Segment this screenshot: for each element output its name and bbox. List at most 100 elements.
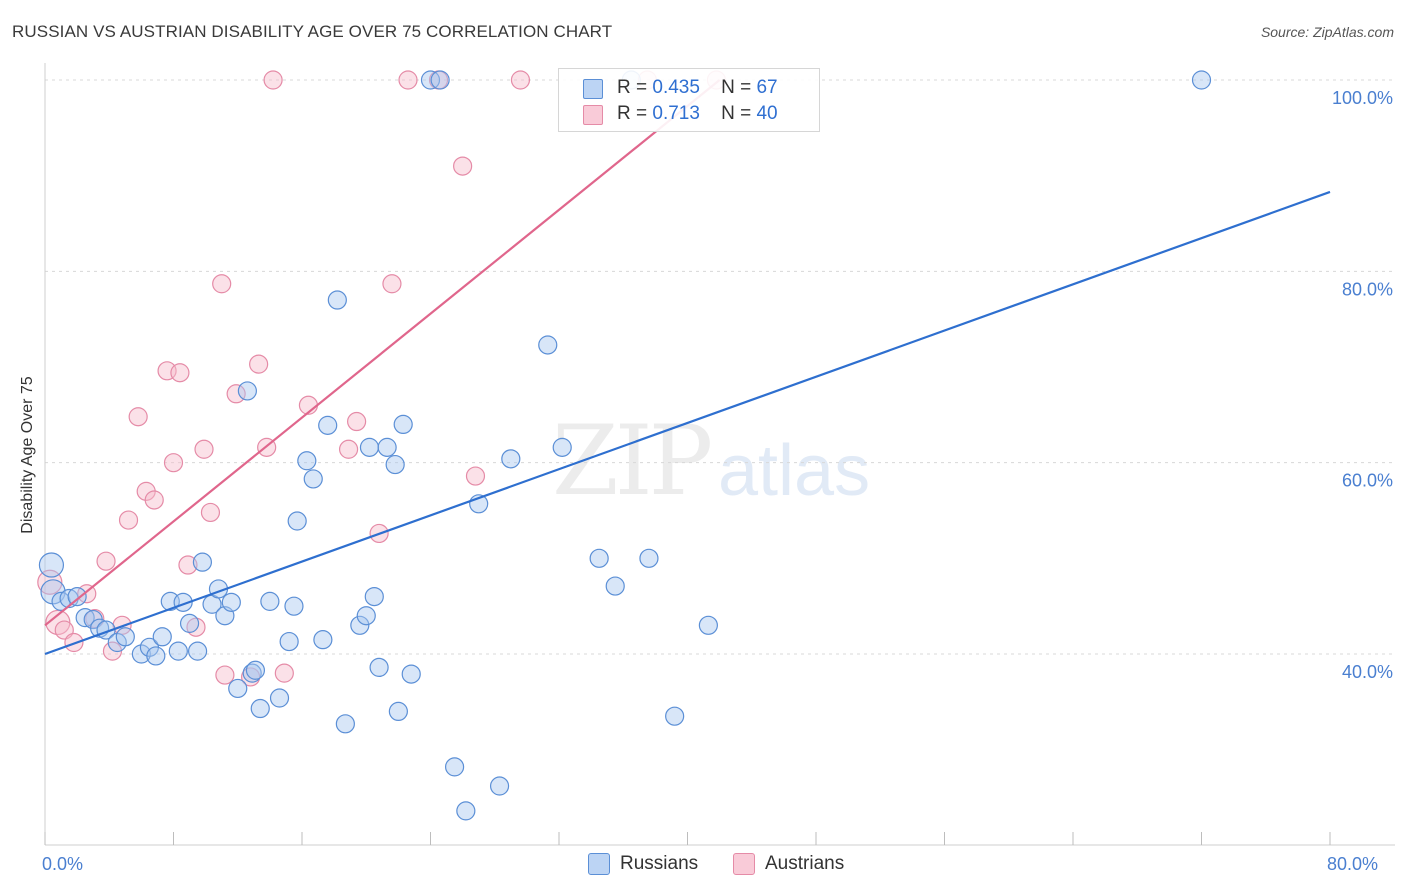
austrians-point: [194, 439, 214, 459]
austrians-r-value: 0.713: [652, 103, 700, 124]
russians-n-value: 67: [756, 77, 778, 98]
austrians-point: [263, 70, 283, 90]
austrians-point: [249, 354, 269, 374]
austrians-trend-line: [44, 79, 721, 627]
austrians-point: [170, 363, 190, 383]
austrians-r-label: R =: [617, 103, 648, 124]
austrians-point: [85, 609, 105, 629]
russians-point: [221, 592, 241, 612]
russians-point: [364, 586, 384, 607]
russians-point: [639, 548, 659, 568]
russians-point: [237, 381, 257, 401]
russians-point: [327, 290, 347, 310]
gridlines: [45, 79, 1395, 655]
austrians-point: [338, 439, 359, 459]
russians-point: [187, 641, 208, 661]
y-tick-label: 100.0%: [1332, 88, 1393, 108]
x-tick-label: 0.0%: [42, 854, 83, 874]
austrians-n-value: 40: [756, 103, 778, 124]
austrians-point: [178, 555, 198, 575]
russians-point: [456, 801, 476, 821]
russians-point: [250, 698, 270, 719]
austrians-point: [96, 551, 116, 571]
russians-point: [40, 579, 66, 605]
russians-trend-line: [44, 190, 1331, 656]
austrians-legend-swatch: [733, 853, 755, 875]
austrians-point: [128, 407, 148, 427]
russians-point: [192, 552, 213, 572]
russians-point: [444, 757, 465, 777]
austrians-n-label: N =: [721, 103, 752, 124]
tick-labels: 40.0% 60.0% 80.0% 100.0% 0.0% 80.0%: [42, 88, 1393, 874]
russians-point: [430, 70, 450, 90]
x-tick-label: 80.0%: [1327, 854, 1378, 874]
russians-point: [75, 608, 95, 628]
russians-point: [369, 657, 389, 677]
axes: [44, 63, 1395, 846]
russians-point: [67, 586, 87, 607]
austrians-point: [453, 156, 473, 176]
russians-point: [393, 414, 413, 434]
austrians-point: [163, 453, 184, 473]
russians-point: [589, 548, 609, 568]
russians-points: [38, 70, 1212, 821]
russians-point: [279, 631, 299, 652]
russians-point: [401, 664, 421, 684]
stats-legend: R = 0.435 N = 67 R = 0.713 N = 40: [558, 68, 820, 132]
russians-point: [385, 454, 405, 475]
russians-point: [131, 644, 151, 664]
russians-point: [489, 776, 510, 796]
trend-lines: [44, 79, 1331, 656]
source-label: Source: ZipAtlas.com: [1260, 24, 1394, 40]
russians-point: [388, 701, 408, 722]
russians-point: [377, 437, 397, 457]
russians-point: [284, 596, 304, 616]
russians-point: [605, 576, 625, 596]
austrians-point: [465, 466, 486, 486]
austrians-legend-label: Austrians: [765, 853, 845, 874]
russians-point: [356, 606, 376, 626]
austrians-point: [226, 384, 246, 404]
watermark-atlas: atlas: [718, 431, 871, 511]
russians-point: [242, 663, 262, 683]
austrians-point: [382, 274, 402, 294]
russians-swatch: [583, 79, 603, 99]
russians-point: [665, 706, 685, 726]
austrians-point: [398, 70, 418, 90]
russians-point: [350, 615, 370, 635]
russians-point: [420, 70, 441, 90]
austrians-point: [347, 411, 367, 432]
russians-point: [152, 627, 172, 647]
russians-point: [245, 660, 266, 680]
y-tick-label: 40.0%: [1342, 662, 1393, 682]
austrians-point: [144, 490, 164, 510]
russians-point: [303, 469, 323, 489]
russians-point: [698, 615, 718, 635]
russians-point: [269, 688, 290, 708]
russians-r-value: 0.435: [652, 77, 700, 98]
russians-point: [260, 591, 280, 611]
russians-point: [115, 627, 135, 647]
austrians-point: [118, 510, 139, 530]
russians-point: [287, 511, 307, 531]
russians-point: [335, 714, 355, 734]
russians-point: [168, 641, 188, 661]
chart-title: RUSSIAN VS AUSTRIAN DISABILITY AGE OVER …: [12, 22, 613, 41]
austrians-point: [274, 663, 294, 683]
austrians-swatch: [583, 105, 603, 125]
russians-point: [552, 437, 572, 457]
russians-n-label: N =: [721, 77, 752, 98]
russians-r-label: R =: [617, 77, 648, 98]
russians-point: [313, 630, 333, 650]
russians-point: [228, 678, 248, 699]
russians-point: [146, 646, 166, 666]
russians-point: [538, 335, 558, 355]
austrians-point: [200, 502, 221, 523]
russians-point: [501, 449, 521, 469]
russians-point: [318, 415, 338, 435]
y-tick-label: 80.0%: [1342, 279, 1393, 299]
russians-legend-swatch: [588, 853, 610, 875]
russians-legend-label: Russians: [620, 853, 699, 874]
russians-point: [1191, 70, 1212, 90]
